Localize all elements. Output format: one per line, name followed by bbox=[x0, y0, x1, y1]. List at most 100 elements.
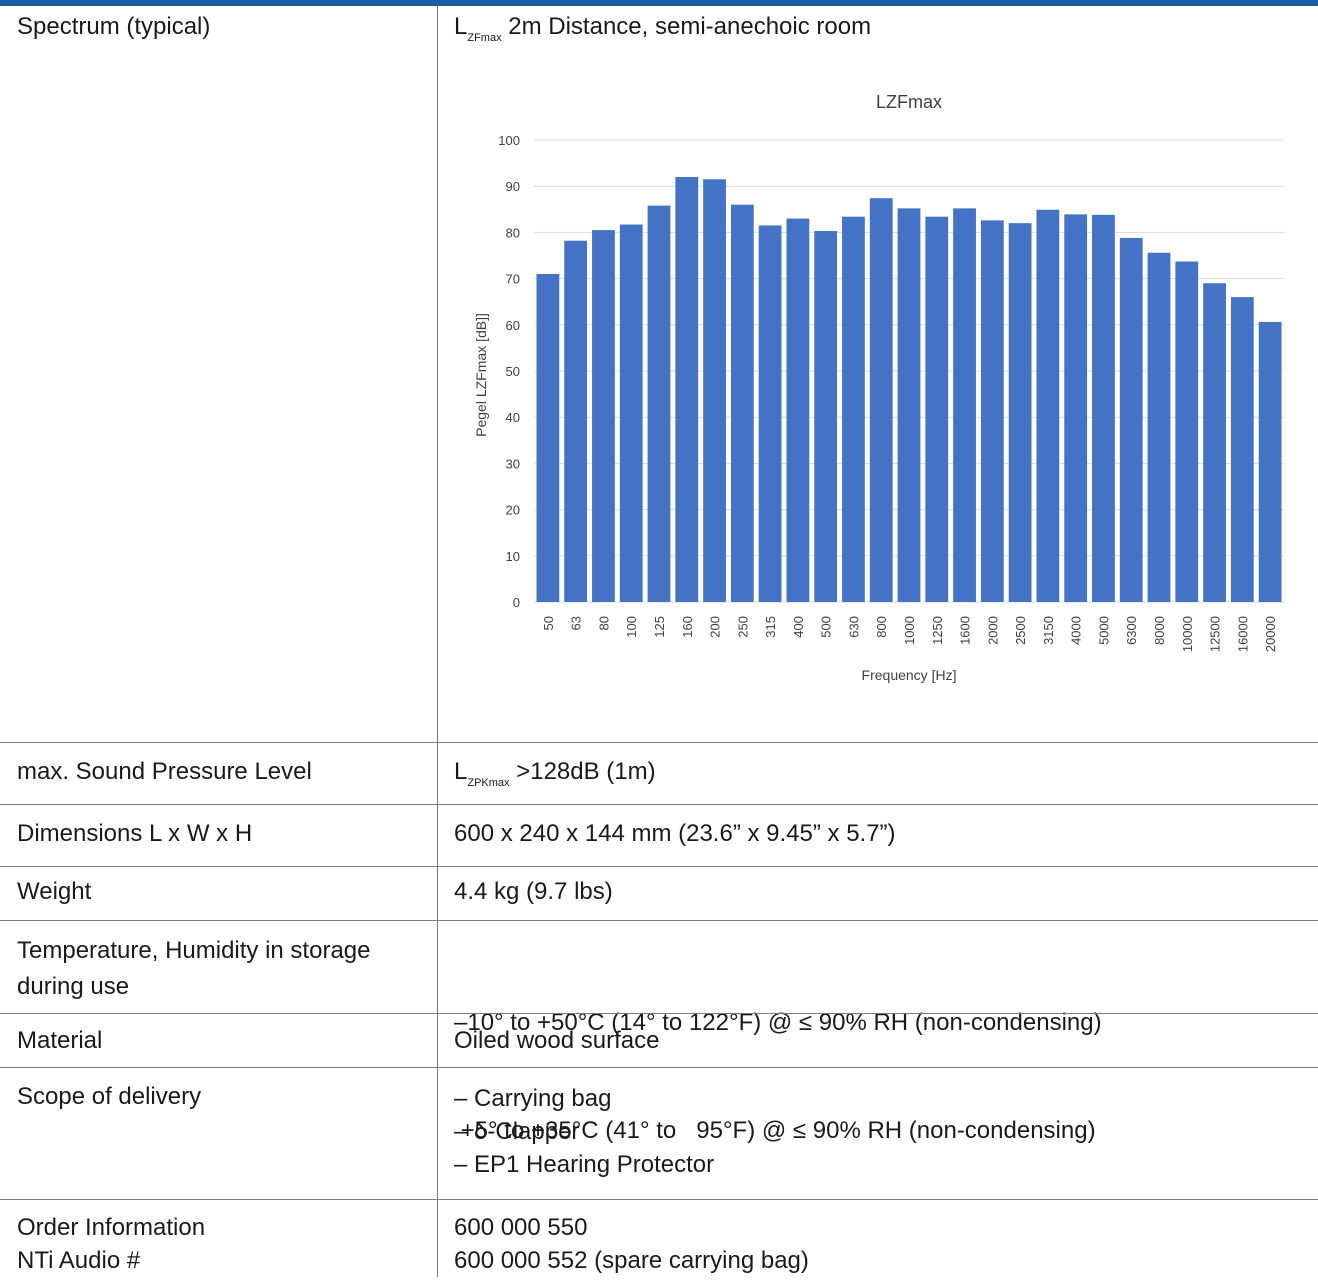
row-order-info: Order Information NTi Audio # 600 000 55… bbox=[0, 1199, 1318, 1283]
y-tick-label: 30 bbox=[506, 456, 520, 471]
bar-12500 bbox=[1203, 283, 1226, 602]
bar-100 bbox=[619, 224, 643, 602]
scope-label: Scope of delivery bbox=[17, 1083, 202, 1110]
x-tick-label: 400 bbox=[791, 616, 806, 638]
max-spl-label: max. Sound Pressure Level bbox=[17, 758, 312, 785]
spl-rest: >128dB (1m) bbox=[509, 758, 656, 785]
order-number-main: 600 000 550 bbox=[454, 1214, 588, 1241]
bar-160 bbox=[675, 176, 699, 602]
order-label-line2: NTi Audio # bbox=[17, 1247, 141, 1274]
weight-label: Weight bbox=[17, 878, 92, 905]
top-accent-bar bbox=[0, 0, 1318, 6]
row-spectrum: Spectrum (typical) LZFmax 2m Distance, s… bbox=[0, 6, 1318, 742]
temperature-value-line2: +5° to +35°C (41° to 95°F) @ ≤ 90% RH (n… bbox=[454, 1117, 1096, 1144]
bar-250 bbox=[730, 204, 754, 602]
bar-630 bbox=[842, 216, 865, 602]
spectrum-heading: LZFmax 2m Distance, semi-anechoic room bbox=[454, 12, 871, 46]
temperature-label-line1: Temperature, Humidity in storage bbox=[17, 937, 371, 964]
bar-3150 bbox=[1036, 209, 1060, 602]
x-tick-label: 125 bbox=[652, 616, 667, 638]
bar-400 bbox=[786, 218, 810, 603]
bar-5000 bbox=[1092, 214, 1115, 602]
bar-6300 bbox=[1119, 237, 1143, 602]
order-number-bag: 600 000 552 (spare carrying bag) bbox=[454, 1247, 809, 1274]
bar-315 bbox=[758, 225, 782, 602]
x-tick-label: 80 bbox=[596, 616, 611, 630]
temperature-label: Temperature, Humidity in storage during … bbox=[17, 933, 370, 1005]
dimensions-label: Dimensions L x W x H bbox=[17, 820, 253, 847]
x-tick-label: 160 bbox=[680, 616, 695, 638]
x-tick-label: 315 bbox=[763, 616, 778, 638]
scope-item-bag: – Carrying bag bbox=[454, 1085, 612, 1112]
row-scope: Scope of delivery – Carrying bag – δ-Cla… bbox=[0, 1067, 1318, 1199]
x-tick-label: 8000 bbox=[1152, 616, 1167, 645]
scope-item-protector: – EP1 Hearing Protector bbox=[454, 1151, 715, 1178]
y-tick-label: 50 bbox=[506, 364, 520, 379]
x-tick-label: 250 bbox=[735, 616, 750, 638]
row-temperature: Temperature, Humidity in storage during … bbox=[0, 920, 1318, 1144]
x-tick-label: 10000 bbox=[1180, 616, 1195, 652]
weight-value: 4.4 kg (9.7 lbs) bbox=[454, 878, 613, 905]
x-tick-label: 1000 bbox=[902, 616, 917, 645]
order-label-line1: Order Information bbox=[17, 1214, 206, 1241]
heading-l: L bbox=[454, 13, 468, 40]
order-label: Order Information NTi Audio # bbox=[17, 1211, 205, 1277]
row-dimensions: Dimensions L x W x H 600 x 240 x 144 mm … bbox=[0, 804, 1318, 866]
x-tick-label: 2500 bbox=[1013, 616, 1028, 645]
x-tick-label: 16000 bbox=[1235, 616, 1250, 652]
y-axis-label: Pegel LZFmax [dB]] bbox=[473, 313, 489, 437]
temperature-label-line2: during use bbox=[17, 973, 130, 1000]
y-tick-label: 60 bbox=[506, 318, 520, 333]
x-tick-label: 630 bbox=[846, 616, 861, 638]
bar-10000 bbox=[1175, 261, 1199, 602]
x-tick-label: 1600 bbox=[958, 616, 973, 645]
spectrum-label: Spectrum (typical) bbox=[17, 13, 211, 40]
x-tick-label: 50 bbox=[541, 616, 556, 630]
x-tick-label: 200 bbox=[708, 616, 723, 638]
scope-item-clapper: – δ-Clapper bbox=[454, 1118, 580, 1145]
y-tick-label: 10 bbox=[506, 549, 520, 564]
bar-4000 bbox=[1064, 214, 1088, 602]
y-tick-label: 80 bbox=[506, 225, 520, 240]
order-value: 600 000 550 600 000 552 (spare carrying … bbox=[454, 1211, 809, 1277]
bar-2000 bbox=[980, 220, 1004, 602]
material-value: Oiled wood surface bbox=[454, 1027, 660, 1054]
x-tick-label: 1250 bbox=[930, 616, 945, 645]
y-tick-label: 70 bbox=[506, 272, 520, 287]
x-tick-label: 100 bbox=[624, 616, 639, 638]
bar-1000 bbox=[897, 208, 921, 602]
bar-800 bbox=[869, 198, 893, 602]
scope-list: – Carrying bag – δ-Clapper – EP1 Hearing… bbox=[454, 1082, 714, 1181]
bar-2500 bbox=[1008, 223, 1032, 602]
bar-200 bbox=[703, 179, 726, 602]
row-material: Material Oiled wood surface bbox=[0, 1013, 1318, 1067]
y-tick-label: 100 bbox=[498, 133, 520, 148]
column-divider bbox=[437, 6, 438, 1277]
material-label: Material bbox=[17, 1027, 103, 1054]
chart-title: LZFmax bbox=[876, 92, 942, 112]
y-tick-label: 90 bbox=[506, 179, 520, 194]
spl-l: L bbox=[454, 758, 468, 785]
x-tick-label: 5000 bbox=[1096, 616, 1111, 645]
x-tick-label: 12500 bbox=[1208, 616, 1223, 652]
x-tick-label: 20000 bbox=[1263, 616, 1278, 652]
bar-1250 bbox=[925, 216, 949, 602]
bar-63 bbox=[564, 240, 588, 602]
x-tick-label: 63 bbox=[569, 616, 584, 630]
x-tick-label: 4000 bbox=[1069, 616, 1084, 645]
spl-subscript: ZPKmax bbox=[467, 777, 510, 789]
x-tick-label: 3150 bbox=[1041, 616, 1056, 645]
heading-subscript: ZFmax bbox=[467, 32, 502, 44]
bar-16000 bbox=[1230, 297, 1254, 602]
bar-1600 bbox=[953, 208, 976, 602]
y-tick-label: 0 bbox=[513, 595, 520, 610]
bar-50 bbox=[536, 273, 560, 602]
max-spl-value: LZPKmax >128dB (1m) bbox=[454, 757, 656, 791]
bar-500 bbox=[814, 231, 838, 602]
heading-rest: 2m Distance, semi-anechoic room bbox=[501, 13, 872, 40]
bar-20000 bbox=[1258, 322, 1282, 602]
y-tick-label: 40 bbox=[506, 410, 520, 425]
dimensions-value: 600 x 240 x 144 mm (23.6” x 9.45” x 5.7”… bbox=[454, 820, 896, 847]
y-tick-label: 20 bbox=[506, 503, 520, 518]
row-weight: Weight 4.4 kg (9.7 lbs) bbox=[0, 866, 1318, 920]
